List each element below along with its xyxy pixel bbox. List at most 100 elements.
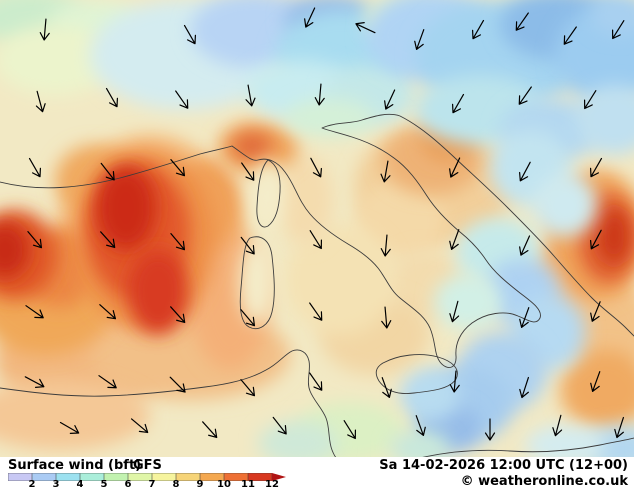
legend-tick-label: 3 bbox=[52, 479, 60, 490]
wind-direction-arrow bbox=[100, 162, 115, 181]
wind-field-blob bbox=[258, 421, 338, 457]
coastline-corsica bbox=[256, 159, 281, 228]
legend-tick-label: 7 bbox=[148, 479, 156, 490]
wind-direction-arrow bbox=[414, 29, 425, 50]
footer: Surface wind (bft) GFS Sa 14-02-2026 12:… bbox=[0, 457, 634, 490]
wind-direction-arrow bbox=[183, 24, 196, 45]
legend-color-cell bbox=[176, 473, 200, 481]
wind-direction-arrow bbox=[590, 301, 601, 322]
coastline-north-africa bbox=[0, 349, 337, 457]
wind-direction-arrow bbox=[449, 229, 460, 250]
wind-field-blob bbox=[232, 133, 272, 159]
wind-direction-arrow bbox=[25, 305, 44, 319]
wind-field-blob bbox=[0, 25, 115, 95]
legend-color-cell bbox=[128, 473, 152, 481]
wind-direction-arrow bbox=[310, 157, 322, 178]
legend-bar bbox=[8, 473, 286, 481]
wind-direction-arrow bbox=[240, 308, 256, 327]
wind-direction-arrow bbox=[415, 415, 426, 436]
wind-direction-arrow bbox=[98, 375, 117, 389]
legend-arrow-cap bbox=[272, 473, 286, 481]
wind-direction-arrow bbox=[175, 90, 189, 109]
wind-map bbox=[0, 0, 634, 457]
wind-field-blob bbox=[285, 98, 375, 138]
legend-tick-label: 4 bbox=[76, 479, 84, 490]
wind-field-layer bbox=[0, 0, 634, 457]
wind-direction-arrow bbox=[240, 236, 255, 255]
legend-color-cell bbox=[152, 473, 176, 481]
wind-direction-arrow bbox=[170, 158, 186, 177]
wind-field-blob bbox=[590, 0, 634, 35]
coastline-libya bbox=[422, 437, 634, 457]
wind-direction-arrow bbox=[590, 371, 601, 392]
legend-color-cell bbox=[80, 473, 104, 481]
wind-direction-arrow bbox=[583, 90, 597, 110]
wind-direction-arrow bbox=[518, 86, 532, 105]
legend-ticks: 2 3 4 5 6 7 8 9 10 11 12 bbox=[8, 480, 308, 490]
wind-direction-arrow bbox=[590, 157, 603, 178]
wind-direction-arrow bbox=[449, 370, 460, 393]
wind-direction-arrow bbox=[343, 420, 357, 440]
wind-field-blob bbox=[96, 166, 156, 250]
wind-direction-arrow bbox=[472, 19, 485, 40]
wind-direction-arrow bbox=[452, 93, 465, 114]
model-label: GFS bbox=[133, 458, 162, 473]
legend-color-cell bbox=[248, 473, 272, 481]
wind-direction-arrow bbox=[241, 162, 255, 181]
wind-direction-arrow bbox=[590, 229, 602, 250]
coastline-sardinia bbox=[239, 236, 275, 330]
legend-tick-label: 9 bbox=[196, 479, 204, 490]
wind-direction-arrow bbox=[309, 372, 323, 391]
wind-direction-arrow bbox=[314, 83, 325, 106]
wind-direction-arrow bbox=[35, 90, 46, 113]
wind-direction-arrow bbox=[519, 235, 531, 256]
wind-direction-arrow bbox=[100, 231, 116, 249]
legend-color-cell bbox=[224, 473, 248, 481]
wind-direction-arrow bbox=[105, 87, 118, 108]
legend-tick-label: 6 bbox=[124, 479, 132, 490]
legend-color-cell bbox=[104, 473, 128, 481]
wind-direction-arrow bbox=[130, 418, 149, 434]
wind-field-blob bbox=[400, 369, 460, 421]
legend-tick-label: 10 bbox=[217, 479, 231, 490]
wind-direction-arrow bbox=[309, 302, 323, 321]
wind-direction-arrow bbox=[380, 160, 391, 183]
copyright-label: © weatheronline.co.uk bbox=[460, 474, 628, 489]
legend-tick-label: 8 bbox=[172, 479, 180, 490]
legend-color-cell bbox=[8, 473, 32, 481]
wind-field-blob bbox=[434, 274, 502, 330]
wind-direction-arrow bbox=[381, 377, 392, 398]
parameter-label: Surface wind (bft) bbox=[8, 458, 142, 473]
wind-direction-arrow bbox=[563, 26, 577, 45]
wind-field-blob bbox=[525, 425, 605, 457]
wind-direction-arrow bbox=[484, 418, 496, 441]
wind-direction-arrow bbox=[449, 300, 460, 323]
wind-direction-arrow bbox=[519, 161, 531, 182]
wind-direction-arrow bbox=[519, 307, 530, 328]
wind-arrows-layer bbox=[24, 7, 625, 441]
wind-direction-arrow bbox=[245, 84, 256, 107]
wind-field-blob bbox=[0, 222, 29, 278]
legend-tick-label: 2 bbox=[28, 479, 36, 490]
wind-direction-arrow bbox=[59, 421, 80, 434]
wind-direction-arrow bbox=[614, 416, 624, 439]
wind-direction-arrow bbox=[381, 306, 392, 329]
wind-direction-arrow bbox=[384, 89, 396, 110]
wind-direction-arrow bbox=[27, 230, 43, 249]
legend-color-cell bbox=[200, 473, 224, 481]
wind-direction-arrow bbox=[515, 12, 529, 31]
wind-field-blob bbox=[575, 85, 634, 155]
wind-direction-arrow bbox=[28, 157, 41, 178]
wind-direction-arrow bbox=[552, 414, 563, 437]
wind-direction-arrow bbox=[272, 416, 287, 435]
wind-direction-arrow bbox=[519, 376, 529, 399]
wind-direction-arrow bbox=[304, 7, 316, 28]
wind-field-blob bbox=[128, 250, 188, 334]
wind-field-blob bbox=[560, 350, 634, 430]
wind-direction-arrow bbox=[449, 157, 461, 178]
wind-direction-arrow bbox=[169, 376, 186, 393]
coastline-layer bbox=[0, 113, 634, 457]
wind-field-blob bbox=[0, 380, 150, 450]
legend-tick-label: 11 bbox=[241, 479, 255, 490]
wind-field-blob bbox=[277, 155, 333, 245]
